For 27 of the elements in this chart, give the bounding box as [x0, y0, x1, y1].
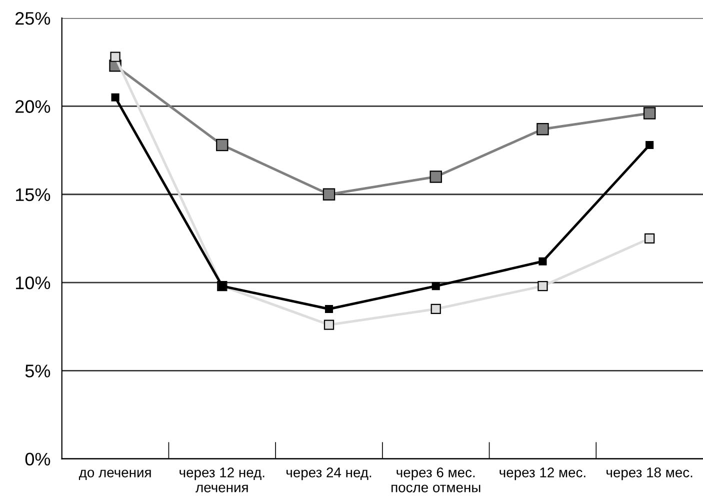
point — [646, 140, 654, 150]
point — [322, 188, 336, 200]
point — [432, 282, 440, 290]
point — [216, 138, 228, 152]
y-tick-label: 15% — [16, 188, 50, 202]
point — [644, 233, 655, 244]
y-tick-label: 10% — [16, 276, 50, 290]
point — [324, 304, 334, 313]
x-tick-label: до лечения — [78, 470, 151, 480]
point — [643, 107, 656, 120]
point — [324, 320, 334, 330]
x-tick-label: через 6 мес. после отмены — [392, 468, 480, 492]
point — [538, 257, 547, 266]
x-tick-label: через 12 нед. лечения — [180, 468, 264, 492]
point — [536, 123, 549, 136]
y-tick-label: 5% — [25, 364, 50, 378]
x-tick-label: через 24 нед. — [286, 468, 372, 480]
point — [111, 93, 120, 102]
x-tick-label: через 12 мес. — [500, 468, 586, 480]
point — [430, 304, 441, 314]
x-tick-label: через 18 мес. — [606, 468, 692, 480]
point — [110, 52, 120, 62]
point — [430, 170, 442, 183]
point — [538, 280, 548, 292]
y-tick-label: 25% — [16, 12, 50, 25]
y-tick-label: 0% — [25, 452, 50, 466]
y-tick-label: 20% — [16, 100, 50, 113]
